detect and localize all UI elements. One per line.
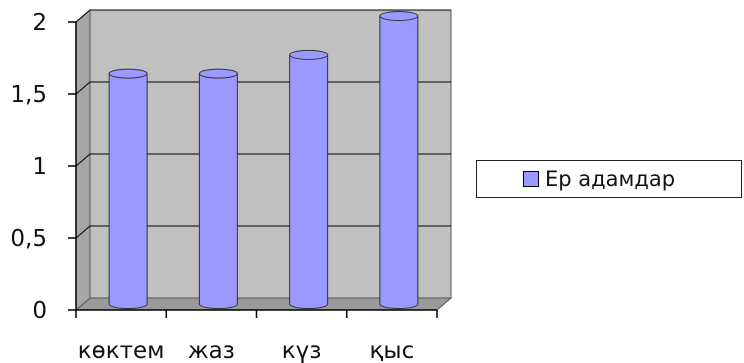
- y-tick-label: 1,5: [10, 82, 47, 108]
- bar-top: [289, 49, 329, 60]
- gridline-side: [75, 9, 91, 23]
- bar: [289, 49, 329, 309]
- gridline-side: [75, 153, 91, 167]
- gridline-side: [75, 225, 91, 239]
- bar-top: [198, 68, 238, 79]
- bar-body: [108, 73, 148, 309]
- legend-label: Ер адамдар: [545, 167, 676, 191]
- y-tick-label: 0: [32, 298, 47, 324]
- legend-swatch: [523, 171, 539, 187]
- x-tick-label: жаз: [188, 338, 235, 363]
- y-tick-label: 2: [32, 10, 47, 36]
- y-tick-label: 1: [32, 154, 47, 180]
- y-axis-ticks: 0 0,5 1 1,5 2: [10, 10, 76, 324]
- x-tick-label: көктем: [78, 338, 165, 363]
- x-tick-label: күз: [282, 338, 322, 363]
- y-tick-label: 0,5: [10, 226, 47, 252]
- bar-top: [108, 68, 148, 79]
- bar-body: [198, 73, 238, 309]
- bar-top: [379, 11, 419, 21]
- bar: [108, 68, 148, 309]
- gridline-side: [75, 81, 91, 95]
- x-axis-ticks: көктем жаз күз қыс: [75, 310, 438, 363]
- legend: Ер адамдар: [476, 160, 742, 198]
- bar: [198, 68, 238, 309]
- bar: [379, 11, 419, 309]
- bar-body: [379, 15, 419, 309]
- x-tick-label: қыс: [370, 338, 415, 363]
- bar-body: [289, 54, 329, 309]
- bar-series: [108, 11, 419, 309]
